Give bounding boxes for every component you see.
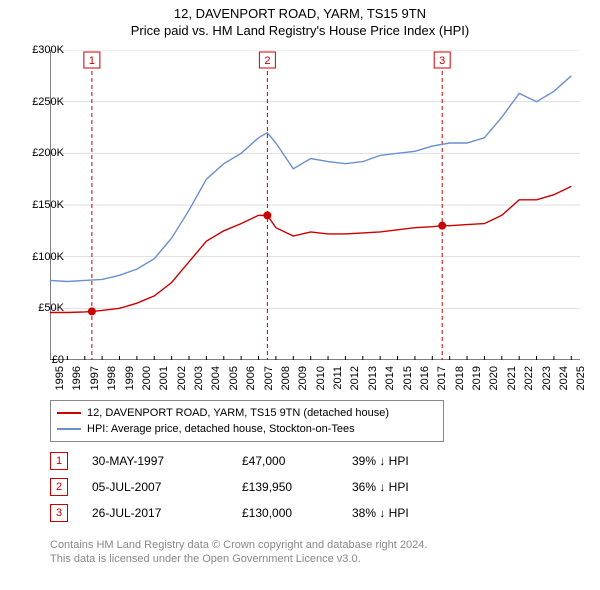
transaction-date: 26-JUL-2017 (92, 506, 242, 520)
ytick-label: £200K (4, 147, 64, 159)
transaction-badge: 2 (50, 478, 68, 496)
xtick-label: 2025 (575, 366, 587, 390)
xtick-label: 2010 (315, 366, 327, 390)
xtick-label: 2013 (367, 366, 379, 390)
legend-box: 12, DAVENPORT ROAD, YARM, TS15 9TN (deta… (50, 400, 444, 442)
title-block: 12, DAVENPORT ROAD, YARM, TS15 9TN Price… (0, 0, 600, 38)
xtick-label: 2005 (228, 366, 240, 390)
xtick-label: 2020 (488, 366, 500, 390)
xtick-label: 1998 (106, 366, 118, 390)
ytick-label: £100K (4, 251, 64, 263)
xtick-label: 2015 (402, 366, 414, 390)
legend-row: HPI: Average price, detached house, Stoc… (57, 421, 437, 437)
ytick-label: £0 (4, 354, 64, 366)
xtick-label: 2023 (541, 366, 553, 390)
title-sub: Price paid vs. HM Land Registry's House … (0, 23, 600, 38)
xtick-label: 2018 (454, 366, 466, 390)
xtick-label: 2019 (471, 366, 483, 390)
xtick-label: 2024 (558, 366, 570, 390)
xtick-label: 2004 (210, 366, 222, 390)
xtick-label: 2008 (280, 366, 292, 390)
title-main: 12, DAVENPORT ROAD, YARM, TS15 9TN (0, 6, 600, 21)
ytick-label: £250K (4, 96, 64, 108)
legend-row: 12, DAVENPORT ROAD, YARM, TS15 9TN (deta… (57, 405, 437, 421)
transaction-row: 3 26-JUL-2017£130,00038% ↓ HPI (50, 500, 452, 526)
xtick-label: 2011 (332, 366, 344, 390)
transaction-badge: 3 (50, 504, 68, 522)
transaction-price: £130,000 (242, 506, 352, 520)
xtick-label: 2022 (523, 366, 535, 390)
ytick-label: £300K (4, 44, 64, 56)
xtick-label: 2016 (419, 366, 431, 390)
svg-text:1: 1 (89, 55, 95, 67)
legend-swatch (57, 428, 81, 430)
transaction-date: 05-JUL-2007 (92, 480, 242, 494)
xtick-label: 1996 (71, 366, 83, 390)
svg-text:2: 2 (264, 55, 270, 67)
ytick-label: £150K (4, 199, 64, 211)
xtick-label: 2021 (506, 366, 518, 390)
ytick-label: £50K (4, 302, 64, 314)
transaction-delta: 36% ↓ HPI (352, 480, 452, 494)
footer-line-2: This data is licensed under the Open Gov… (50, 552, 427, 566)
transaction-date: 30-MAY-1997 (92, 454, 242, 468)
transaction-price: £47,000 (242, 454, 352, 468)
footer-line-1: Contains HM Land Registry data © Crown c… (50, 538, 427, 552)
transaction-price: £139,950 (242, 480, 352, 494)
transaction-row: 1 30-MAY-1997£47,00039% ↓ HPI (50, 448, 452, 474)
xtick-label: 1997 (89, 366, 101, 390)
xtick-label: 2007 (263, 366, 275, 390)
footer: Contains HM Land Registry data © Crown c… (50, 538, 427, 566)
xtick-label: 2002 (176, 366, 188, 390)
xtick-label: 2009 (297, 366, 309, 390)
xtick-label: 1995 (54, 366, 66, 390)
xtick-label: 2006 (245, 366, 257, 390)
xtick-label: 2003 (193, 366, 205, 390)
xtick-label: 1999 (124, 366, 136, 390)
legend-label: 12, DAVENPORT ROAD, YARM, TS15 9TN (deta… (87, 405, 389, 421)
transaction-badge: 1 (50, 452, 68, 470)
xtick-label: 2001 (158, 366, 170, 390)
legend-swatch (57, 412, 81, 414)
transaction-row: 2 05-JUL-2007£139,95036% ↓ HPI (50, 474, 452, 500)
xtick-label: 2012 (349, 366, 361, 390)
xtick-label: 2014 (384, 366, 396, 390)
chart-container: 12, DAVENPORT ROAD, YARM, TS15 9TN Price… (0, 0, 600, 590)
chart-svg: 1 2 3 (50, 50, 580, 360)
transaction-delta: 38% ↓ HPI (352, 506, 452, 520)
xtick-label: 2000 (141, 366, 153, 390)
xtick-label: 2017 (436, 366, 448, 390)
transactions-table: 1 30-MAY-1997£47,00039% ↓ HPI 2 05-JUL-2007… (50, 448, 452, 526)
transaction-delta: 39% ↓ HPI (352, 454, 452, 468)
svg-text:3: 3 (439, 55, 445, 67)
legend-label: HPI: Average price, detached house, Stoc… (87, 421, 355, 437)
